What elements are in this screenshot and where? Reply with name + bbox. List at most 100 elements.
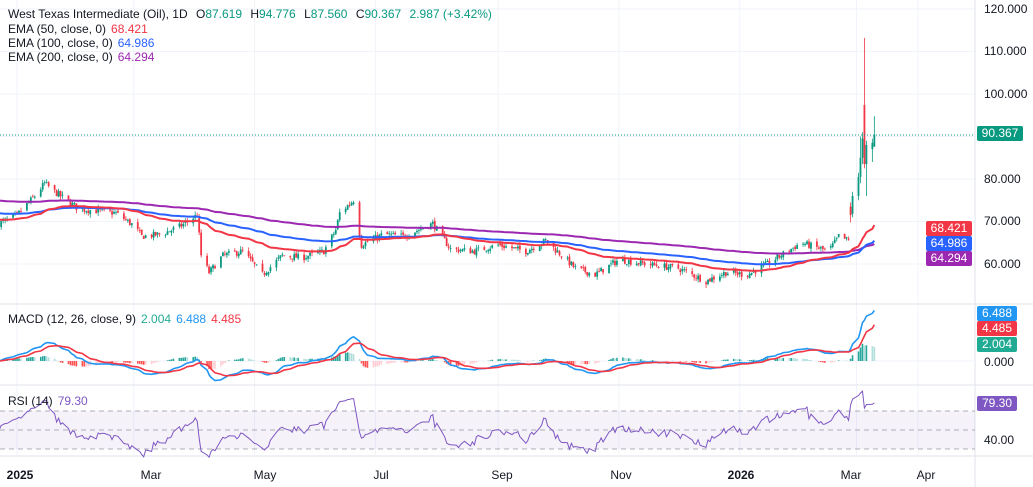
macd-histogram-bar	[303, 358, 305, 361]
open-label: O	[195, 7, 206, 21]
macd-histogram-bar	[152, 361, 155, 364]
ema200-legend[interactable]: EMA (200, close, 0) 64.294	[8, 50, 159, 64]
macd-histogram-bar	[43, 356, 46, 361]
macd-histogram-bar	[782, 357, 785, 361]
ema100-legend[interactable]: EMA (100, close, 0) 64.986	[8, 36, 159, 50]
macd-histogram-bar	[538, 360, 541, 361]
macd-histogram-bar	[178, 357, 181, 361]
candle-body	[768, 260, 771, 265]
macd-histogram-bar	[681, 361, 684, 362]
candle-body	[235, 251, 238, 256]
candle-body	[182, 223, 185, 227]
candle-body	[125, 219, 127, 220]
candle-body	[845, 237, 848, 239]
macd-histogram-bar	[622, 357, 624, 361]
candle-body	[544, 239, 547, 241]
candle-body	[277, 257, 280, 259]
macd-histogram-bar	[20, 358, 22, 361]
macd-histogram-bar	[639, 359, 642, 361]
macd-histogram-bar	[626, 358, 628, 361]
candle-body	[416, 230, 418, 233]
macd-histogram-bar	[279, 357, 282, 361]
macd-histogram-bar	[802, 358, 804, 361]
candle-body	[83, 207, 86, 212]
candle-body	[200, 232, 203, 256]
candle-body	[671, 263, 674, 266]
price-tick: 110.000	[984, 44, 1027, 58]
macd-histogram-bar	[277, 358, 280, 361]
candle-body	[95, 209, 98, 214]
macd-histogram-bar	[180, 357, 183, 361]
candle-body	[503, 245, 505, 249]
macd-legend[interactable]: MACD (12, 26, close, 9) 2.004 6.488 4.485	[8, 312, 246, 326]
candle-body	[447, 246, 450, 248]
macd-histogram-bar	[725, 359, 727, 361]
candle-body	[247, 250, 250, 257]
macd-histogram-bar	[166, 360, 169, 361]
candle-body	[685, 269, 688, 271]
macd-histogram-bar	[584, 361, 587, 365]
candle-body	[528, 250, 531, 254]
time-label: Sep	[491, 468, 513, 482]
candle-body	[792, 247, 795, 249]
candle-body	[709, 278, 711, 282]
candle-body	[724, 272, 727, 276]
candle-body	[600, 268, 602, 272]
macd-histogram-bar	[810, 360, 812, 361]
macd-histogram-bar	[210, 361, 212, 370]
macd-histogram-bar	[614, 358, 616, 361]
macd-histogram-bar	[709, 361, 711, 363]
macd-histogram-bar	[41, 356, 44, 361]
candle-body	[249, 256, 252, 259]
macd-histogram-bar	[428, 360, 430, 361]
candle-body	[113, 211, 115, 214]
candle-body	[683, 269, 686, 271]
candle-body	[691, 271, 694, 275]
macd-histogram-bar	[515, 359, 517, 361]
macd-histogram-bar	[309, 358, 311, 361]
close-label: C	[355, 7, 365, 21]
candle-body	[461, 249, 464, 252]
macd-histogram-bar	[311, 358, 313, 361]
macd-histogram-bar	[249, 359, 252, 361]
candle-body	[530, 248, 533, 251]
candle-body	[293, 254, 296, 261]
ema50-legend[interactable]: EMA (50, close, 0) 68.421	[8, 22, 153, 36]
candle-body	[483, 247, 486, 251]
rsi-value: 79.30	[57, 394, 88, 408]
macd-histogram-bar	[144, 361, 147, 365]
candle-body	[97, 208, 100, 213]
candle-body	[267, 271, 270, 275]
macd-histogram-bar	[734, 358, 737, 361]
candle-body	[227, 251, 230, 253]
macd-histogram-bar	[95, 361, 97, 366]
candle-body	[85, 211, 88, 213]
candle-body	[420, 228, 422, 230]
macd-histogram-bar	[251, 359, 254, 361]
candle-body	[346, 205, 349, 210]
macd-histogram-bar	[489, 360, 492, 361]
macd-histogram-bar	[574, 361, 577, 365]
candle-body	[431, 221, 434, 224]
candle-body	[350, 202, 353, 206]
candle-body	[123, 213, 125, 220]
rsi-legend[interactable]: RSI (14) 79.30	[8, 394, 93, 408]
candle-body	[627, 260, 630, 265]
candle-body	[649, 264, 652, 266]
macd-histogram-bar	[616, 357, 618, 361]
macd-label: MACD (12, 26, close, 9)	[8, 312, 137, 326]
macd-histogram-bar	[653, 360, 656, 361]
macd-histogram-bar	[857, 351, 860, 361]
macd-histogram-bar	[241, 358, 244, 361]
macd-histogram-bar	[580, 361, 583, 365]
candle-body	[33, 196, 36, 198]
price-tick: 60.000	[984, 257, 1021, 271]
price-tick: 100.000	[984, 87, 1028, 101]
macd-histogram-bar	[346, 352, 349, 361]
candle-body	[740, 272, 743, 277]
candle-body	[117, 210, 119, 213]
candle-body	[778, 254, 781, 258]
candle-body	[128, 219, 131, 225]
candle-body	[463, 248, 466, 250]
